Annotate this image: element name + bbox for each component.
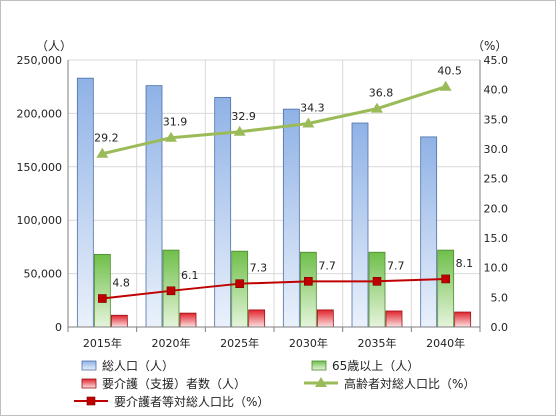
data-label-elderly-ratio: 32.9 xyxy=(231,110,256,123)
point-elderly-ratio xyxy=(233,125,246,136)
left-tick-label: 150,000 xyxy=(17,161,63,174)
point-care-ratio xyxy=(235,279,244,288)
data-label-care-ratio: 8.1 xyxy=(456,257,474,270)
right-tick-label: 15.0 xyxy=(484,232,509,245)
right-tick-label: 20.0 xyxy=(484,202,509,215)
legend-swatch xyxy=(81,360,97,371)
bar-care-recipients xyxy=(179,312,197,328)
left-tick-label: 200,000 xyxy=(17,107,63,120)
bar-aged-65-plus xyxy=(437,249,455,328)
x-tick-label: 2030年 xyxy=(289,336,328,350)
legend-marker xyxy=(315,377,327,387)
bar-care-recipients xyxy=(110,314,128,328)
left-tick-label: 250,000 xyxy=(17,54,63,67)
lines xyxy=(96,80,452,303)
bar-care-recipients xyxy=(316,309,334,328)
right-axis-unit: （%） xyxy=(472,39,507,53)
x-tick-label: 2020年 xyxy=(152,336,191,350)
legend-marker xyxy=(86,396,96,406)
point-elderly-ratio xyxy=(371,102,383,113)
legend-item: 総人口（人） xyxy=(81,359,174,373)
x-tick-label: 2035年 xyxy=(358,336,397,350)
data-label-care-ratio: 6.1 xyxy=(181,269,199,282)
data-label-care-ratio: 7.3 xyxy=(250,262,268,275)
x-tick-label: 2015年 xyxy=(83,336,122,350)
point-care-ratio xyxy=(441,274,450,284)
bar-aged-65-plus xyxy=(93,253,111,328)
x-tick-label: 2040年 xyxy=(426,336,465,350)
bar-total-population xyxy=(282,108,300,328)
data-label-elderly-ratio: 29.2 xyxy=(94,132,119,145)
right-tick-label: 25.0 xyxy=(484,173,509,186)
legend-swatch xyxy=(311,360,327,371)
bar-aged-65-plus xyxy=(231,250,249,328)
legend-label: 要介護（支援）者数（人） xyxy=(102,376,246,391)
right-tick-label: 30.0 xyxy=(484,143,509,156)
point-elderly-ratio xyxy=(439,80,452,91)
right-tick-label: 35.0 xyxy=(484,113,509,126)
right-tick-label: 10.0 xyxy=(484,262,509,275)
right-tick-label: 0.0 xyxy=(491,321,509,334)
legend-item: 要介護者等対総人口比（%） xyxy=(74,394,269,409)
right-tick-label: 5.0 xyxy=(491,291,509,304)
bar-aged-65-plus xyxy=(368,251,386,328)
data-label-care-ratio: 4.8 xyxy=(112,277,130,290)
point-elderly-ratio xyxy=(96,147,109,158)
point-care-ratio xyxy=(98,294,107,303)
legend-item: 高齢者対総人口比（%） xyxy=(304,376,475,391)
point-elderly-ratio xyxy=(302,117,315,128)
bar-care-recipients xyxy=(248,309,266,328)
legend-label: 要介護者等対総人口比（%） xyxy=(114,394,269,409)
point-care-ratio xyxy=(372,277,382,286)
legend-label: 総人口（人） xyxy=(102,359,174,373)
point-care-ratio xyxy=(166,286,176,296)
right-tick-label: 40.0 xyxy=(484,84,509,97)
data-label-elderly-ratio: 40.5 xyxy=(437,65,462,78)
bar-care-recipients xyxy=(454,311,472,328)
axes: 0 50,000 100,000 150,000 200,000 250,000 0.0 5.… xyxy=(17,54,509,350)
legend: 総人口（人） 65歳以上（人） 要介護（支援）者数（人） 高齢者対総人口比（%） 要介護… xyxy=(74,359,475,409)
data-label-care-ratio: 7.7 xyxy=(387,259,405,272)
data-label-care-ratio: 7.7 xyxy=(318,259,336,272)
data-labels: 29.2 31.9 32.9 34.3 36.8 40.5 4.8 6.1 7.3 7.7 7.7 8… xyxy=(94,65,473,290)
left-tick-label: 0 xyxy=(55,321,62,334)
bar-aged-65-plus xyxy=(299,251,317,328)
legend-label: 高齢者対総人口比（%） xyxy=(344,376,475,391)
left-tick-label: 50,000 xyxy=(24,268,63,281)
bar-total-population xyxy=(351,122,369,328)
bars xyxy=(76,77,472,328)
bar-total-population xyxy=(76,77,94,328)
data-label-elderly-ratio: 36.8 xyxy=(369,87,394,100)
legend-swatch xyxy=(81,378,97,389)
data-label-elderly-ratio: 31.9 xyxy=(163,116,188,129)
legend-item: 要介護（支援）者数（人） xyxy=(81,376,246,391)
bar-care-recipients xyxy=(385,310,403,328)
left-axis-unit: （人） xyxy=(36,39,72,53)
x-tick-label: 2025年 xyxy=(220,336,259,350)
line-elderly-ratio xyxy=(101,85,447,156)
line-care-ratio xyxy=(102,277,446,300)
point-care-ratio xyxy=(304,277,313,286)
legend-label: 65歳以上（人） xyxy=(332,359,419,373)
right-tick-label: 45.0 xyxy=(484,54,509,67)
left-tick-label: 100,000 xyxy=(17,214,63,227)
bar-total-population xyxy=(145,85,163,328)
legend-item: 65歳以上（人） xyxy=(311,359,419,373)
data-label-elderly-ratio: 34.3 xyxy=(300,101,325,114)
point-elderly-ratio xyxy=(165,131,177,142)
bar-total-population xyxy=(420,136,438,328)
